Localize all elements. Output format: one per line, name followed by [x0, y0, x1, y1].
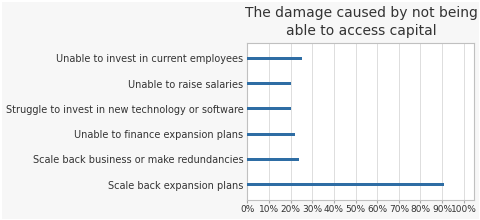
Bar [248, 107, 291, 110]
Bar [248, 82, 291, 85]
Bar [248, 133, 295, 136]
Bar [248, 183, 444, 186]
Bar [248, 57, 301, 60]
Title: The damage caused by not being
able to access capital: The damage caused by not being able to a… [244, 6, 478, 38]
Bar [248, 158, 300, 161]
